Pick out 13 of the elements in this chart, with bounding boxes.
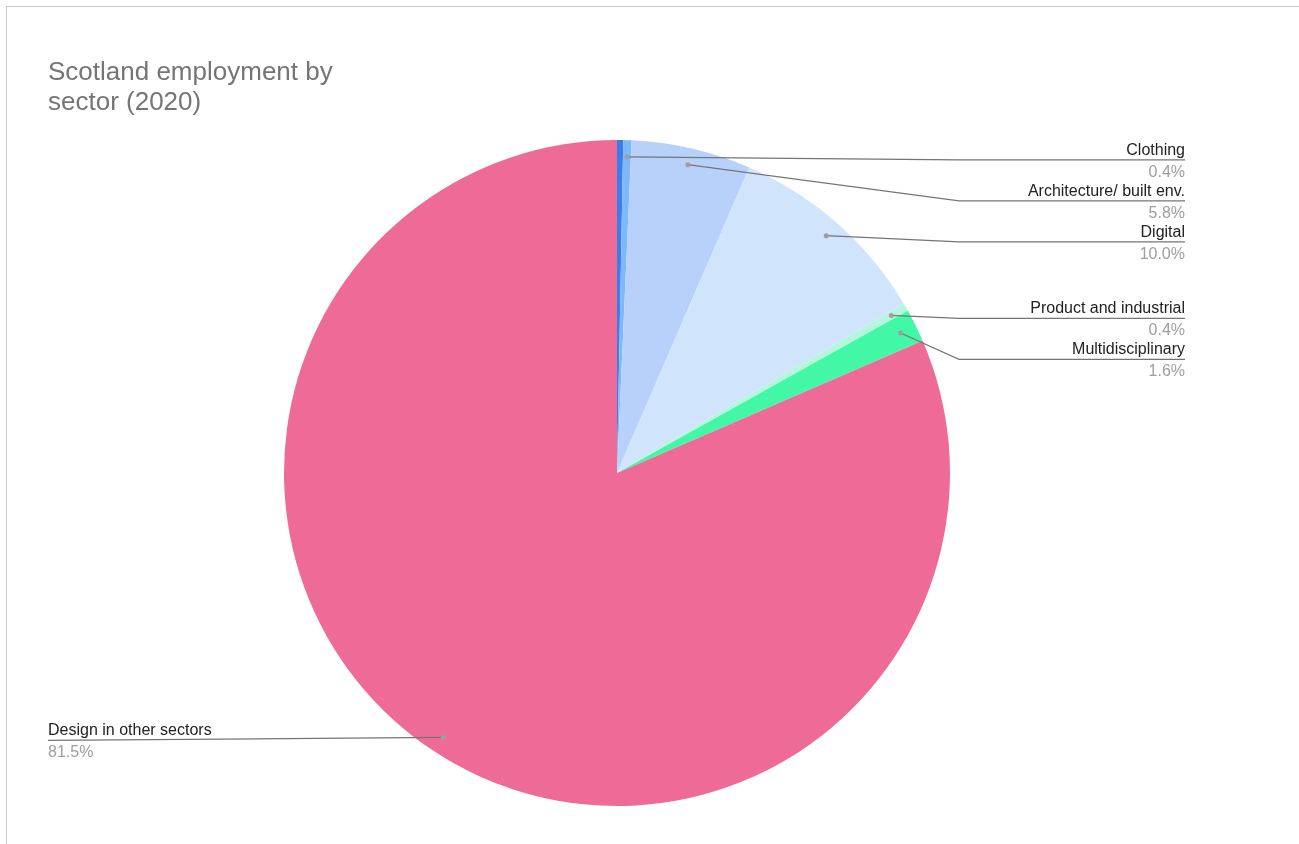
slice-label: Product and industrial [1030,299,1185,317]
data-label: 1.6% [1148,362,1185,380]
slice-label: Multidisciplinary [1072,340,1185,358]
data-label: 0.4% [1148,321,1185,339]
data-label: 81.5% [48,743,94,761]
slice-label: Digital [1140,222,1185,240]
data-label: 10.0% [1139,244,1185,262]
slice-label: Clothing [1126,140,1185,158]
slice-label: Architecture/ built env. [1027,181,1185,199]
chart-title: Scotland employment by sector (2020) [48,56,334,116]
slice-label: Design in other sectors [48,721,212,739]
data-label: 0.4% [1148,162,1185,180]
data-label: 5.8% [1148,203,1185,221]
